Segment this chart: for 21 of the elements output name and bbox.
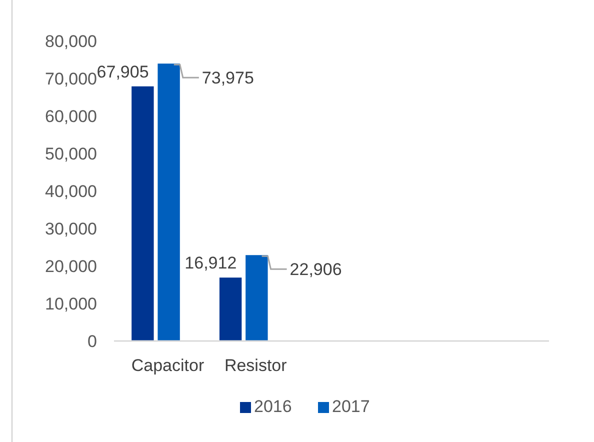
y-tick-label: 80,000: [45, 32, 97, 51]
data-label: 67,905: [96, 62, 149, 82]
legend-label: 2016: [254, 397, 292, 416]
data-label: 22,906: [290, 260, 342, 280]
y-tick-label: 0: [88, 332, 97, 351]
y-tick-label: 50,000: [45, 144, 97, 164]
data-label: 16,912: [184, 254, 237, 273]
y-tick-label: 40,000: [45, 182, 97, 201]
data-label: 73,975: [202, 68, 254, 88]
y-tick-label: 10,000: [45, 294, 97, 314]
y-tick-label: 30,000: [45, 219, 97, 238]
legend-label: 2017: [332, 397, 370, 416]
y-tick-label: 20,000: [45, 256, 97, 276]
x-tick-label: Capacitor: [131, 356, 204, 375]
y-tick-label: 70,000: [45, 69, 97, 88]
y-tick-label: 60,000: [45, 106, 97, 126]
x-tick-label: Resistor: [224, 356, 288, 375]
bar: [246, 255, 268, 341]
bar: [158, 64, 180, 341]
bar: [132, 86, 154, 341]
bar: [219, 278, 242, 341]
